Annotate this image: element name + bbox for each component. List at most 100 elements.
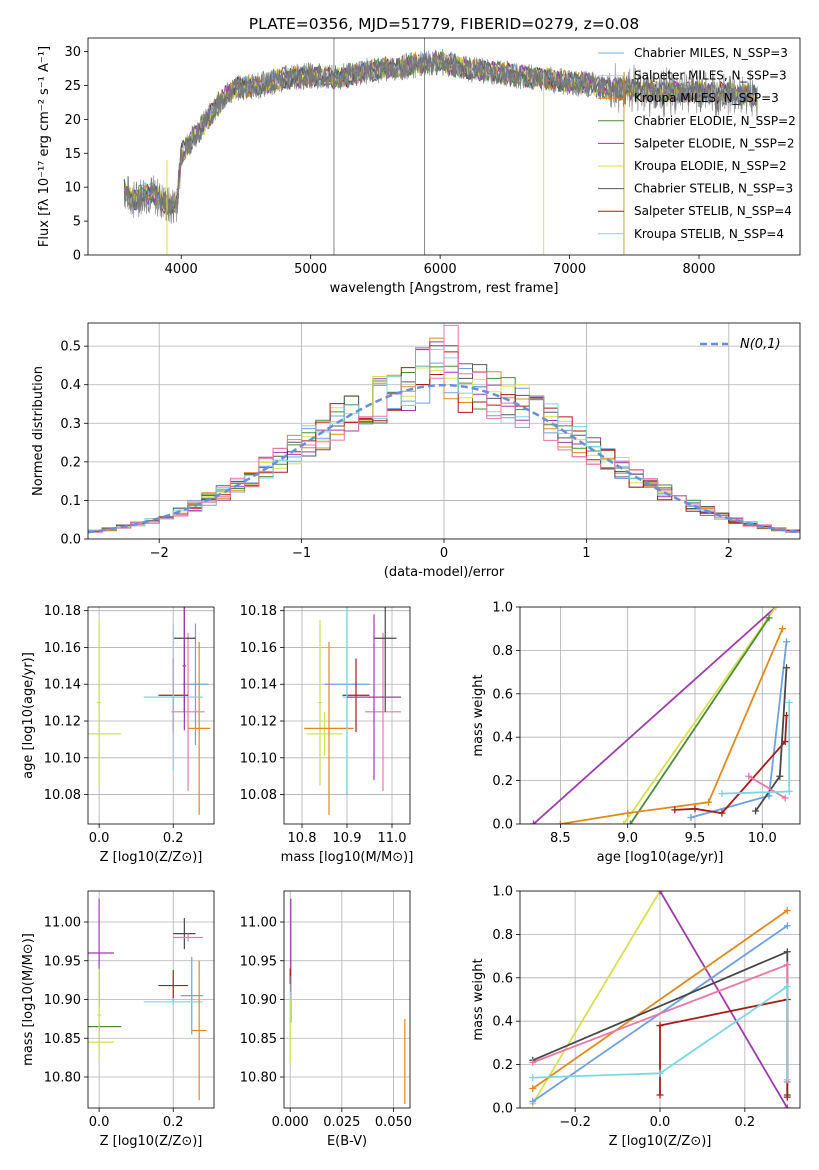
- x-tick-label: −0.2: [559, 1115, 591, 1130]
- weight-marker: [529, 1074, 537, 1082]
- y-tick-label: 10.80: [44, 1071, 81, 1086]
- weight-marker: [783, 1076, 791, 1084]
- x-tick-label: 9.0: [617, 831, 638, 846]
- weight-marker: [765, 614, 773, 622]
- axes-frame: [87, 322, 801, 540]
- x-tick-label: 0.050: [375, 1115, 412, 1130]
- x-axis-label: age [log10(age/yr)]: [597, 850, 724, 865]
- y-tick-label: 11.00: [240, 916, 277, 931]
- x-tick-label: 7000: [553, 262, 586, 277]
- axes-frame: [87, 37, 801, 256]
- weight-line: [748, 775, 786, 799]
- x-tick-label: 6000: [424, 262, 457, 277]
- weight-marker: [656, 891, 664, 895]
- y-tick-label: 10.80: [240, 1071, 277, 1086]
- y-tick-label: 0.5: [60, 340, 81, 355]
- weight-marker: [783, 907, 791, 915]
- x-axis-label: Z [log10(Z/Z⊙)]: [100, 1134, 203, 1149]
- y-tick-label: 10.90: [44, 993, 81, 1008]
- x-tick-label: 5000: [294, 262, 327, 277]
- weight-marker: [704, 798, 712, 806]
- weight-marker: [671, 806, 679, 814]
- weight-marker: [779, 625, 786, 633]
- y-tick-label: 0.8: [492, 644, 513, 659]
- weight-marker: [529, 820, 537, 824]
- x-tick-label: 1: [582, 546, 590, 561]
- plot-area-weight-age: [520, 607, 800, 824]
- y-tick-label: 10.16: [240, 641, 277, 656]
- plot-area-spectrum: [123, 38, 758, 255]
- weight-marker: [783, 982, 791, 990]
- y-tick-label: 10.16: [44, 641, 81, 656]
- axes-frame: [87, 606, 215, 825]
- normal-curve: [88, 383, 800, 534]
- y-tick-label: 0.0: [492, 818, 513, 833]
- legend-entry: Chabrier STELIB, N_SSP=3: [634, 182, 793, 196]
- x-tick-label: −2: [150, 546, 169, 561]
- x-axis-label: (data-model)/error: [384, 565, 505, 580]
- weight-line: [659, 998, 789, 1098]
- x-tick-label: 0.0: [89, 1115, 110, 1130]
- y-tick-label: 0: [73, 249, 81, 264]
- panel-mass-EBV: 0.000 0.025 0.050 10.80 10.85 10.90 10.95 11.00…: [240, 890, 412, 1149]
- weight-marker: [687, 813, 695, 821]
- y-tick-label: 10: [64, 181, 81, 196]
- y-tick-label: 10.85: [44, 1032, 81, 1047]
- weight-marker: [529, 1097, 537, 1105]
- axes-frame: [519, 606, 801, 825]
- y-tick-label: 10.14: [44, 678, 81, 693]
- legend-entry: Salpeter MILES, N_SSP=3: [634, 69, 787, 83]
- weight-marker: [626, 820, 634, 824]
- weight-line: [531, 891, 661, 1105]
- axes-frame: [519, 890, 801, 1109]
- y-tick-label: 30: [64, 45, 81, 60]
- x-tick-label: 10.9: [333, 831, 362, 846]
- x-axis-label: wavelength [Angstrom, rest frame]: [330, 281, 559, 296]
- weight-marker: [783, 961, 791, 969]
- x-tick-label: −1: [292, 546, 311, 561]
- x-tick-label: 2: [725, 546, 733, 561]
- weight-marker: [529, 1084, 537, 1092]
- y-tick-label: 0.6: [492, 687, 513, 702]
- weight-marker: [781, 738, 789, 746]
- legend-entry: N(0,1): [740, 337, 781, 352]
- x-tick-label: 0.025: [323, 1115, 360, 1130]
- y-tick-label: 10.95: [44, 954, 81, 969]
- weight-marker: [785, 787, 793, 795]
- weight-line: [532, 984, 789, 1080]
- y-tick-label: 10.18: [240, 604, 277, 619]
- legend-entry: Kroupa STELIB, N_SSP=4: [634, 227, 784, 241]
- x-tick-label: 0.2: [163, 1115, 184, 1130]
- weight-marker: [783, 1104, 791, 1108]
- weight-marker: [691, 805, 699, 813]
- y-tick-label: 10.10: [44, 751, 81, 766]
- weight-marker: [785, 698, 793, 706]
- axes-frame: [283, 890, 411, 1109]
- y-tick-label: 0.2: [492, 1058, 513, 1073]
- weight-marker: [718, 790, 726, 798]
- x-tick-label: 11.0: [378, 831, 407, 846]
- x-tick-label: 8000: [682, 262, 715, 277]
- y-tick-label: 0.0: [60, 533, 81, 548]
- weight-marker: [772, 607, 780, 611]
- y-tick-label: 0.4: [492, 731, 513, 746]
- weight-marker: [718, 809, 726, 817]
- weight-marker: [745, 772, 753, 780]
- weight-marker: [656, 1091, 664, 1099]
- y-tick-label: 5: [73, 215, 81, 230]
- y-tick-label: 0.8: [492, 928, 513, 943]
- weight-marker: [620, 820, 628, 824]
- y-tick-label: 0.2: [492, 774, 513, 789]
- y-tick-label: 10.18: [44, 604, 81, 619]
- legend-entry: Chabrier ELODIE, N_SSP=2: [634, 114, 796, 128]
- y-axis-label: mass weight: [471, 674, 486, 756]
- panel-age-mass: 10.8 10.9 11.0 10.08 10.10 10.12 10.14 10.16 10.…: [240, 604, 414, 865]
- x-tick-label: 0.2: [735, 1115, 756, 1130]
- y-tick-label: 15: [64, 147, 81, 162]
- y-tick-label: 10.08: [44, 788, 81, 803]
- y-tick-label: 10.12: [240, 715, 277, 730]
- weight-marker: [529, 1058, 537, 1066]
- y-tick-label: 1.0: [492, 601, 513, 616]
- y-tick-label: 0.6: [492, 971, 513, 986]
